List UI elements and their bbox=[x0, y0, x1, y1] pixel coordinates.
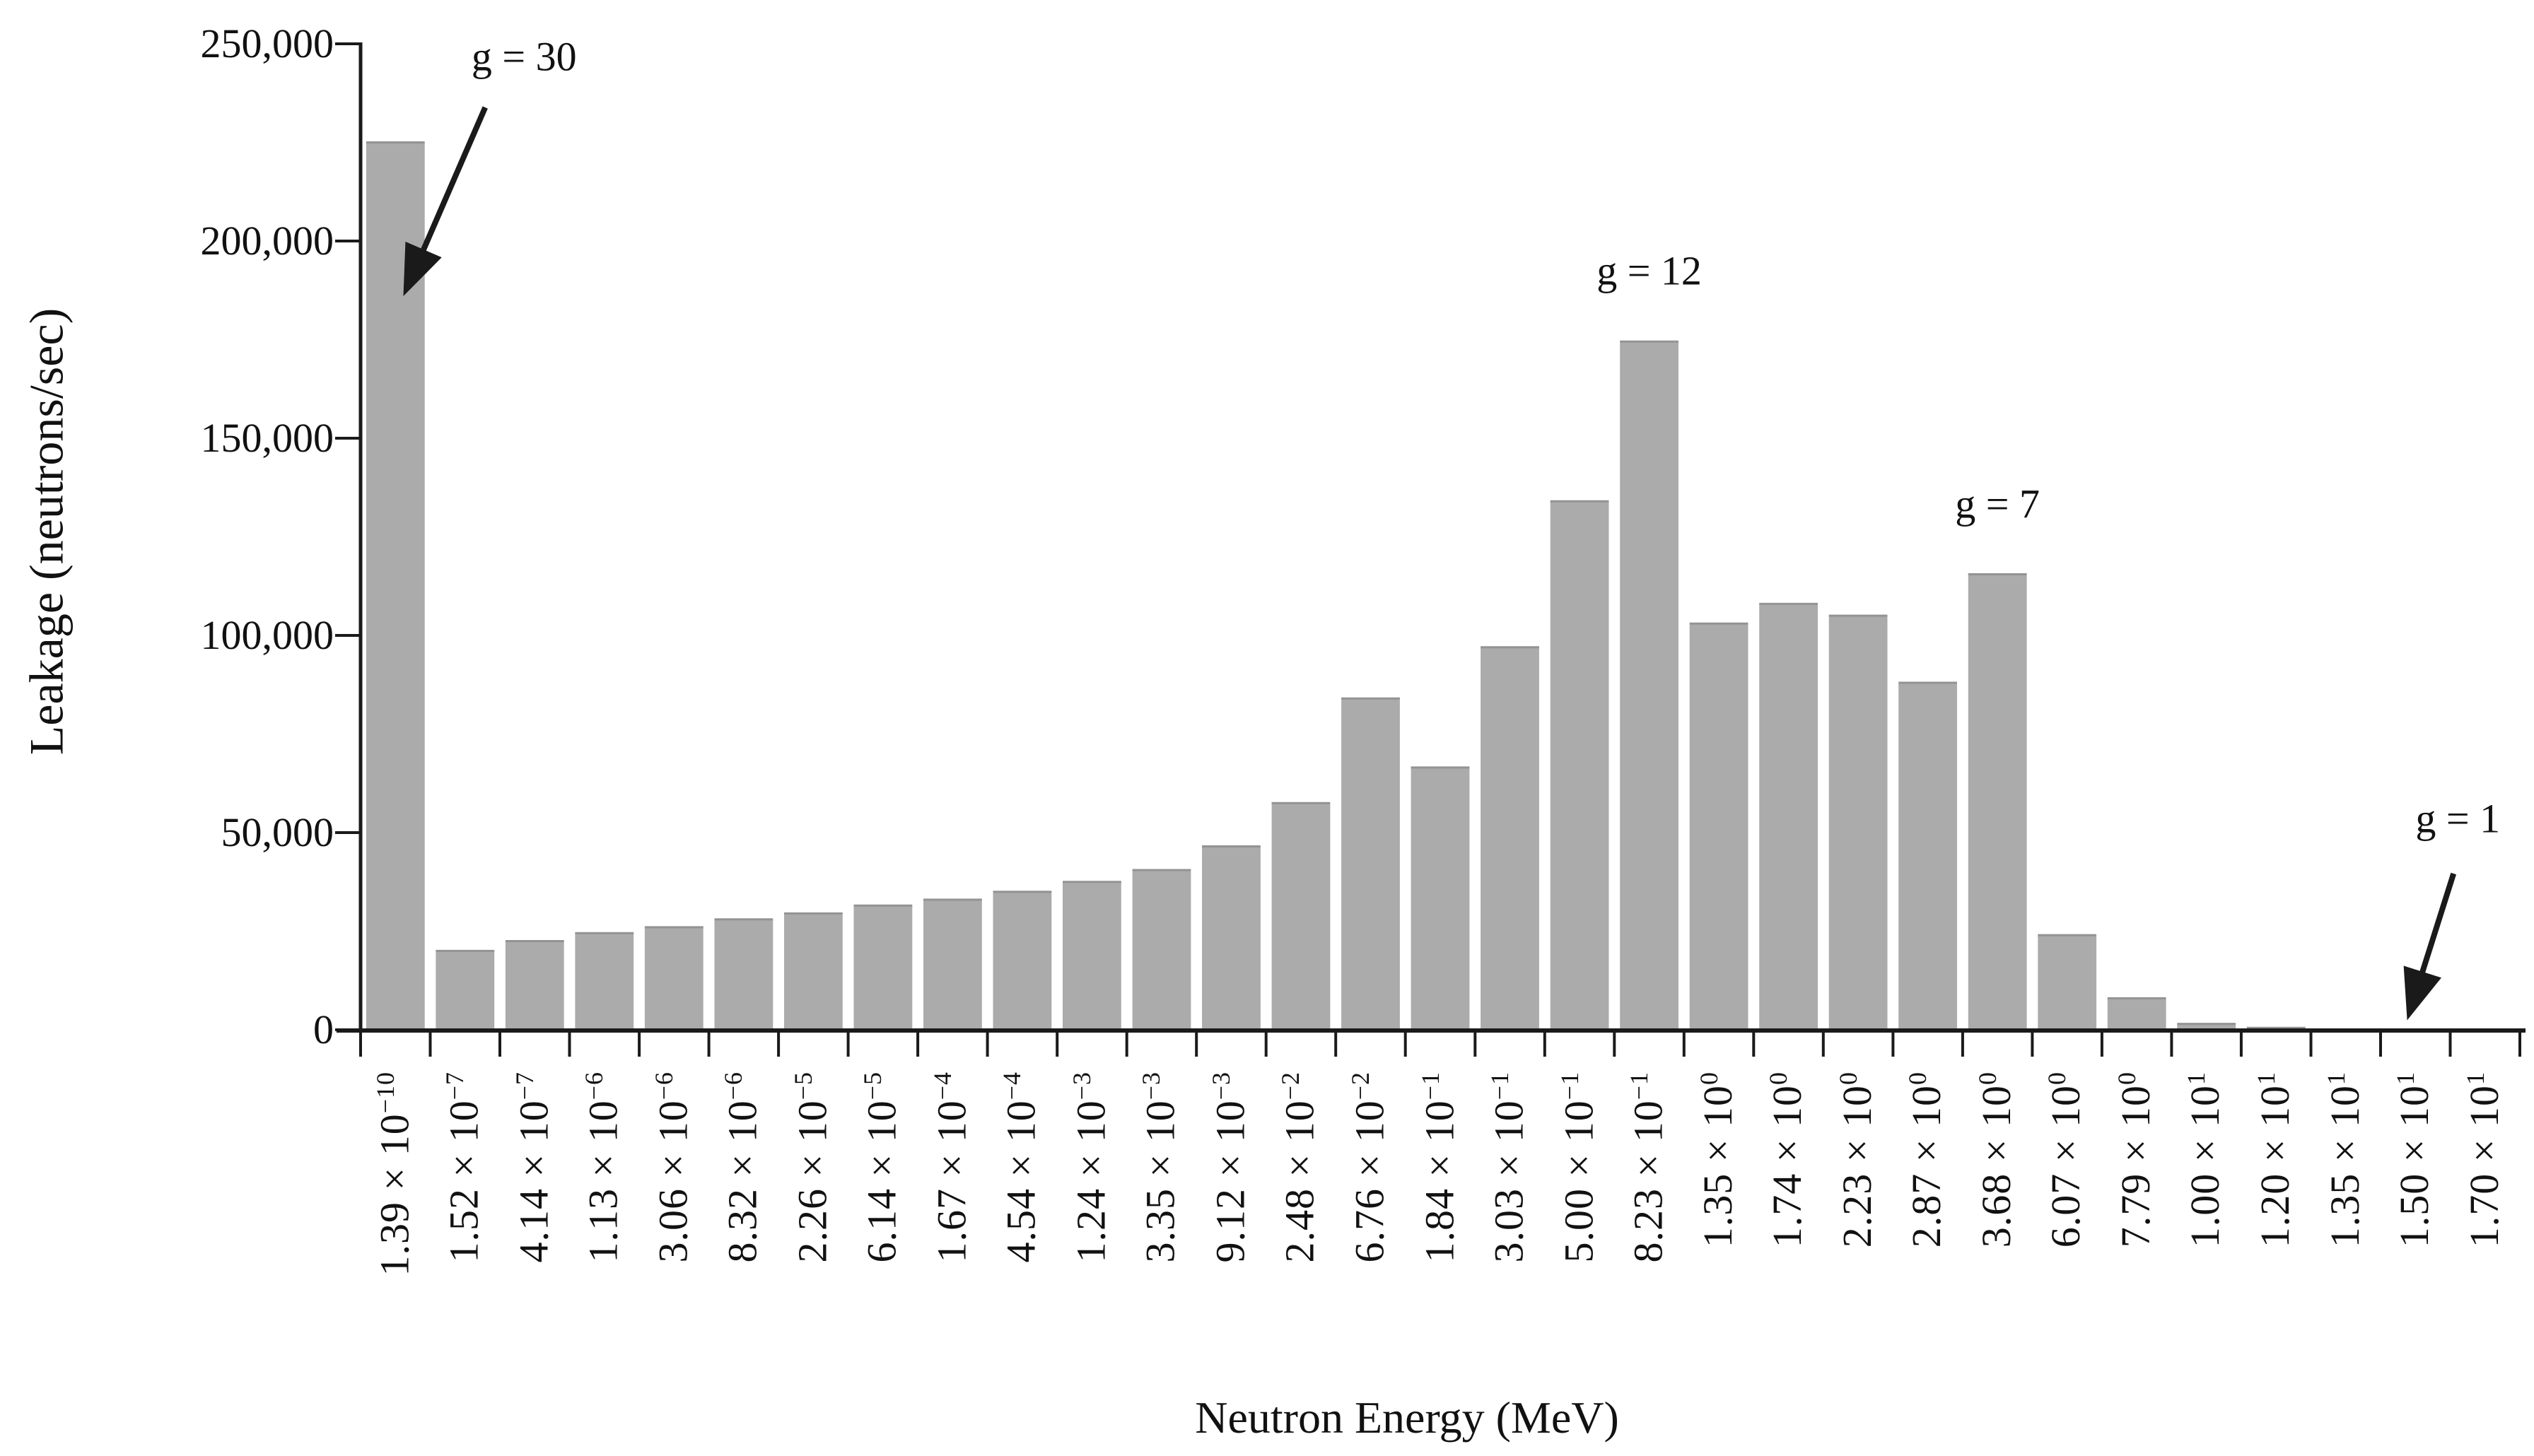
bar bbox=[1271, 803, 1331, 1031]
x-tick-label: 6.76 × 10−2 bbox=[1346, 1072, 1393, 1263]
x-tick-label: 1.50 × 101 bbox=[2390, 1072, 2438, 1248]
x-tick-label: 6.14 × 10−5 bbox=[858, 1072, 905, 1263]
bar bbox=[1341, 698, 1400, 1031]
bar bbox=[2107, 998, 2166, 1031]
bar bbox=[993, 891, 1052, 1031]
y-axis-title: Leakage (neutrons/sec) bbox=[19, 307, 74, 756]
bar bbox=[575, 933, 634, 1031]
bar bbox=[1968, 574, 2027, 1031]
annotation-label: g = 7 bbox=[1955, 481, 2040, 527]
bar bbox=[1828, 616, 1888, 1031]
x-tick-label: 1.39 × 10−10 bbox=[370, 1072, 418, 1276]
bar bbox=[644, 927, 703, 1031]
bar bbox=[853, 905, 913, 1031]
bar bbox=[1202, 846, 1261, 1031]
y-tick-label: 250,000 bbox=[200, 20, 334, 66]
bar bbox=[1411, 767, 1470, 1031]
x-tick-label: 1.20 × 101 bbox=[2251, 1072, 2299, 1248]
bar bbox=[1063, 881, 1121, 1032]
x-tick-label: 3.06 × 10−6 bbox=[650, 1072, 696, 1263]
x-tick-label: 9.12 × 10−3 bbox=[1207, 1072, 1254, 1263]
x-tick-label: 3.03 × 10−1 bbox=[1485, 1072, 1532, 1263]
bar bbox=[1759, 604, 1818, 1031]
bar bbox=[436, 951, 495, 1031]
x-tick-label: 3.35 × 10−3 bbox=[1137, 1072, 1184, 1263]
x-tick-label: 3.68 × 100 bbox=[1973, 1072, 2020, 1248]
x-tick-label: 4.54 × 10−4 bbox=[998, 1072, 1044, 1263]
bar bbox=[1550, 501, 1609, 1031]
x-tick-label: 1.52 × 10−7 bbox=[440, 1072, 487, 1263]
bar bbox=[505, 941, 564, 1031]
x-tick-label: 1.70 × 101 bbox=[2460, 1072, 2507, 1248]
y-tick-label: 200,000 bbox=[200, 218, 334, 264]
annotation-arrow bbox=[403, 106, 488, 297]
x-tick-label: 2.87 × 100 bbox=[1903, 1072, 1950, 1248]
x-tick-label: 1.84 × 10−1 bbox=[1415, 1072, 1462, 1263]
annotation-label: g = 30 bbox=[471, 33, 577, 80]
bar bbox=[923, 899, 982, 1031]
annotation-arrow bbox=[2403, 872, 2457, 1021]
x-tick-label: 1.00 × 101 bbox=[2182, 1072, 2229, 1248]
x-tick-label: 2.23 × 100 bbox=[1833, 1072, 1881, 1248]
y-tick-label: 0 bbox=[313, 1006, 334, 1052]
bar bbox=[2177, 1023, 2236, 1031]
x-tick-label: 1.67 × 10−4 bbox=[928, 1072, 975, 1263]
x-tick-label: 5.00 × 10−1 bbox=[1555, 1072, 1602, 1263]
x-tick-label: 7.79 × 100 bbox=[2112, 1072, 2159, 1248]
x-tick-label: 1.35 × 100 bbox=[1694, 1072, 1741, 1248]
bar bbox=[1689, 623, 1748, 1031]
bar bbox=[714, 919, 773, 1031]
bar bbox=[1132, 870, 1191, 1031]
x-tick-label: 6.07 × 100 bbox=[2043, 1072, 2089, 1248]
x-tick-label: 1.35 × 101 bbox=[2321, 1072, 2368, 1248]
bar bbox=[1620, 341, 1678, 1031]
annotation-label: g = 1 bbox=[2415, 795, 2501, 842]
bar bbox=[784, 913, 843, 1031]
x-tick-label: 8.23 × 10−1 bbox=[1625, 1072, 1671, 1263]
annotation-label: g = 12 bbox=[1596, 247, 1702, 294]
y-tick-label: 50,000 bbox=[221, 809, 334, 855]
bar bbox=[1481, 647, 1539, 1031]
x-tick-label: 2.26 × 10−5 bbox=[789, 1072, 836, 1263]
x-tick-label: 2.48 × 10−2 bbox=[1276, 1072, 1323, 1263]
x-tick-label: 1.13 × 10−6 bbox=[580, 1072, 626, 1263]
x-tick-label: 1.74 × 100 bbox=[1764, 1072, 1811, 1248]
x-axis-title: Neutron Energy (MeV) bbox=[1195, 1392, 1619, 1443]
bar bbox=[1898, 683, 1957, 1031]
bar bbox=[2038, 935, 2097, 1031]
y-tick-label: 150,000 bbox=[200, 415, 334, 461]
x-tick-label: 8.32 × 10−6 bbox=[719, 1072, 766, 1263]
bar bbox=[366, 142, 425, 1031]
x-tick-label: 4.14 × 10−7 bbox=[510, 1072, 557, 1263]
y-tick-label: 100,000 bbox=[200, 612, 334, 658]
x-tick-label: 1.24 × 10−3 bbox=[1068, 1072, 1114, 1263]
